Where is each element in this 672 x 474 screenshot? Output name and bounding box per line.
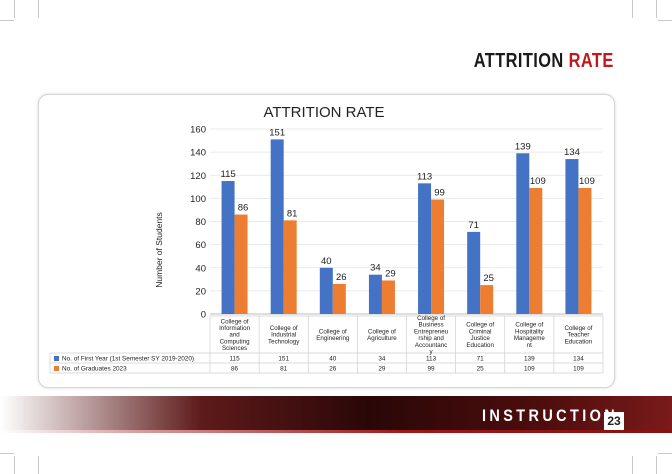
bar (578, 187, 592, 314)
table-cell-value: 134 (573, 356, 584, 363)
bar (381, 280, 395, 314)
y-axis-label: Number of Students (154, 212, 164, 288)
table-cell-value: 109 (573, 366, 584, 373)
y-tick-label: 160 (190, 125, 206, 136)
bar (418, 183, 432, 314)
bar (234, 214, 248, 314)
y-tick-label: 60 (195, 240, 206, 251)
data-label: 134 (564, 147, 580, 158)
data-label: 113 (417, 171, 432, 182)
table-cell-value: 151 (278, 356, 289, 363)
table-cell-value: 81 (280, 366, 288, 373)
data-label: 139 (515, 141, 531, 152)
y-tick-label: 80 (195, 217, 206, 228)
x-category-label: College of Information and Computing Science… (219, 318, 251, 352)
data-label: 26 (336, 272, 347, 283)
table-cell-value: 25 (477, 366, 485, 373)
bar (565, 159, 579, 314)
legend-swatch (54, 366, 59, 371)
bar (332, 283, 346, 314)
data-label: 81 (287, 208, 298, 219)
x-category-label: College of Agriculture (367, 328, 397, 342)
y-tick-label: 140 (190, 148, 206, 159)
crop-mark (658, 20, 672, 21)
bar (529, 187, 543, 314)
y-tick-label: 100 (190, 194, 206, 205)
data-label: 109 (530, 176, 546, 187)
table-cell-value: 29 (378, 366, 386, 373)
bar (319, 267, 333, 314)
table-cell-value: 34 (378, 356, 386, 363)
y-tick-label: 40 (195, 263, 206, 274)
data-label: 29 (385, 268, 396, 279)
x-category-label: College of Business Entrepreneu rship and Ac… (414, 315, 449, 356)
bar (368, 274, 382, 314)
table-cell-value: 99 (428, 366, 436, 373)
bar (431, 199, 445, 314)
crop-mark (0, 20, 14, 21)
table-cell-value: 139 (524, 356, 535, 363)
crop-mark (658, 453, 672, 454)
bar (516, 153, 530, 314)
crop-mark (632, 456, 633, 474)
crop-mark (0, 453, 14, 454)
footer-stripe (0, 430, 672, 433)
data-label: 86 (238, 203, 249, 214)
crop-mark (656, 0, 657, 18)
data-label: 71 (468, 220, 479, 231)
data-label: 34 (370, 263, 381, 274)
table-cell-value: 113 (426, 356, 437, 363)
table-cell-value: 26 (329, 366, 337, 373)
data-label: 25 (483, 273, 494, 284)
x-category-label: College of Hospitality Manageme nt (514, 322, 546, 349)
crop-mark (656, 456, 657, 474)
crop-mark (14, 456, 15, 474)
section-label: INSTRUCTION (482, 406, 619, 425)
y-tick-label: 120 (190, 171, 206, 182)
table-cell-value: 71 (477, 356, 485, 363)
x-category-label: College of Engineering (316, 328, 350, 342)
data-label: 99 (434, 188, 445, 199)
x-category-label: College of Criminal Justice Education (466, 322, 494, 349)
y-tick-label: 0 (201, 310, 206, 321)
table-cell-value: 109 (524, 366, 535, 373)
data-label: 109 (579, 176, 595, 187)
page-title-word1: ATTRITION (474, 50, 564, 72)
bar (467, 231, 481, 314)
crop-mark (14, 0, 15, 18)
page-title: ATTRITION RATE (474, 50, 614, 73)
data-label: 151 (269, 127, 285, 138)
page-title-word2: RATE (568, 50, 614, 72)
bar (480, 285, 494, 314)
crop-mark (38, 0, 39, 18)
x-category-label: College of Teacher Education (565, 325, 593, 345)
bar (283, 220, 297, 314)
y-tick-label: 20 (195, 286, 206, 297)
crop-mark (38, 456, 39, 474)
bar (221, 181, 235, 314)
table-cell-value: 40 (329, 356, 337, 363)
crop-mark (632, 0, 633, 18)
legend-entry: No. of First Year (1st Semester SY 2019-… (62, 356, 194, 363)
chart-title: ATTRITION RATE (263, 104, 384, 121)
x-category-label: College of Industrial Technology (268, 325, 300, 345)
data-label: 115 (220, 169, 235, 180)
table-cell-value: 115 (229, 356, 240, 363)
attrition-bar-chart: ATTRITION RATE Number of Students 0 20 40 6… (49, 104, 604, 374)
legend-swatch (54, 356, 59, 361)
table-cell-value: 86 (231, 366, 239, 373)
footer-band (0, 396, 672, 430)
bar (270, 139, 284, 314)
page-number: 23 (604, 412, 624, 430)
data-label: 40 (321, 256, 332, 267)
legend-entry: No. of Graduates 2023 (62, 366, 127, 373)
